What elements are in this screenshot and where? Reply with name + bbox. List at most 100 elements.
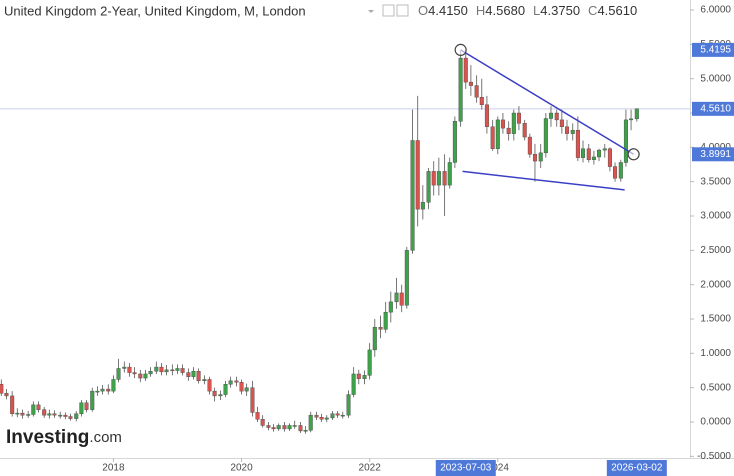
candle-body [170, 369, 175, 372]
candle-body [362, 375, 367, 379]
candle-body [100, 388, 105, 392]
candle-body [613, 166, 618, 179]
candle-body [495, 119, 500, 149]
ohlc-key: L [533, 3, 540, 18]
candle-body [346, 394, 351, 416]
candle-body [303, 430, 308, 432]
candle-body [95, 390, 100, 393]
candle-body [68, 416, 73, 419]
candle-body [250, 387, 255, 413]
watermark-brand: Investing [6, 427, 89, 448]
candle-body [260, 419, 265, 426]
candle-body [554, 112, 559, 121]
candle-body [175, 368, 180, 371]
candle-body [447, 162, 452, 186]
candle-body [223, 384, 228, 395]
trendline-handle [627, 148, 640, 161]
candle-body [20, 412, 25, 416]
candle-body [31, 404, 36, 415]
candle-body [511, 112, 516, 134]
price-tag [692, 42, 734, 57]
candle-body [244, 387, 249, 392]
candle-body [581, 148, 586, 158]
candle-body [415, 140, 420, 210]
candle-body [292, 425, 297, 427]
price-tag-label: 5.4195 [700, 45, 731, 56]
candle-body [463, 57, 468, 83]
candle-body [308, 414, 313, 431]
candle-body [458, 57, 463, 122]
candle-body [79, 402, 84, 414]
settings-icon[interactable] [382, 4, 395, 17]
candle-body [202, 379, 207, 382]
candle-body [36, 404, 41, 410]
header-bg [0, 0, 660, 22]
candle-body [378, 327, 383, 330]
ohlc-readout: O4.4150 H4.5680 L4.3750 C4.5610 [418, 3, 637, 18]
trendline [460, 49, 635, 155]
candle-body [623, 119, 628, 163]
candle-body [4, 392, 9, 397]
candle-body [484, 104, 489, 127]
candle-body [0, 384, 4, 394]
candle-body [63, 414, 68, 417]
candle-body [106, 388, 111, 392]
dropdown-caret[interactable] [368, 10, 374, 13]
candle-body [127, 366, 132, 373]
trendline [462, 170, 625, 191]
candle-body [356, 373, 361, 379]
candle-body [575, 129, 580, 158]
candle-body [442, 171, 447, 186]
chart-title: United Kingdom 2-Year, United Kingdom, M… [4, 3, 306, 18]
y-tick-label: 3.0000 [700, 211, 731, 222]
candle-body [388, 301, 393, 313]
candle-body [426, 171, 431, 203]
y-tick-label: 3.5000 [700, 176, 731, 187]
price-tag-label: 3.8991 [700, 149, 731, 160]
candle-body [276, 425, 281, 430]
candle-body [394, 292, 399, 303]
candle-body [90, 390, 95, 410]
y-tick-label: 1.5000 [700, 314, 731, 325]
last-price-label: 4.5610 [700, 103, 731, 114]
candle-body [527, 136, 532, 155]
candle-body [410, 140, 415, 251]
candle-body [116, 368, 121, 380]
x-tick-label: 2018 [102, 463, 125, 474]
candle-body [84, 402, 89, 410]
candle-body [10, 395, 15, 414]
candle-body [15, 412, 20, 415]
candle-body [218, 394, 223, 397]
candle-body [548, 112, 553, 119]
candle-body [186, 372, 191, 377]
candle-body [522, 123, 527, 138]
candle-body [52, 413, 57, 416]
candle-body [383, 311, 388, 330]
candle-body [479, 97, 484, 105]
candle-body [532, 154, 537, 162]
x-tick-label: 2024 [487, 463, 510, 474]
candle-body [602, 148, 607, 151]
y-tick-label: 0.5000 [700, 382, 731, 393]
candle-body [122, 366, 127, 369]
y-tick-label: 0.0000 [700, 417, 731, 428]
candle-body [180, 368, 185, 373]
toggle-icon[interactable] [396, 4, 409, 17]
candle-body [282, 425, 287, 430]
candle-body [42, 409, 47, 416]
candle-body [431, 171, 436, 186]
candle-body [196, 371, 201, 382]
candle-body [399, 292, 404, 306]
candle-body [191, 371, 196, 377]
candle-body [266, 425, 271, 428]
candle-body [367, 349, 372, 376]
y-tick-label: 2.5000 [700, 245, 731, 256]
ohlc-key: C [588, 3, 597, 18]
last-price-tag [692, 101, 734, 116]
watermark: Investing.com [6, 427, 122, 448]
candle-body [570, 129, 575, 134]
candle-body [74, 413, 79, 419]
candle-body [58, 414, 63, 417]
